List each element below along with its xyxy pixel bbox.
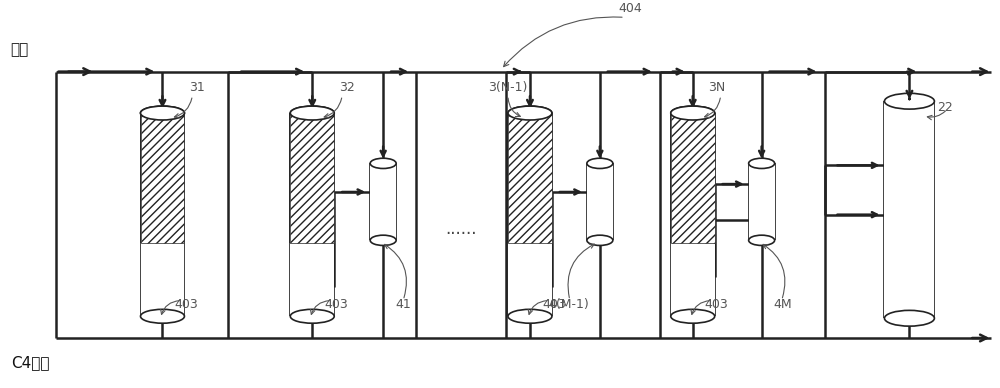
Text: 41: 41 — [395, 298, 411, 312]
Text: ......: ...... — [445, 220, 477, 238]
Ellipse shape — [141, 309, 184, 323]
Text: 3(N-1): 3(N-1) — [488, 81, 527, 94]
Text: 403: 403 — [324, 298, 348, 312]
Ellipse shape — [290, 309, 334, 323]
Text: 32: 32 — [339, 81, 355, 94]
Text: 403: 403 — [705, 298, 728, 312]
Ellipse shape — [508, 106, 552, 120]
Text: 404: 404 — [618, 2, 642, 16]
Ellipse shape — [587, 235, 613, 246]
Bar — [587, 163, 613, 240]
Bar — [140, 113, 184, 243]
Bar — [749, 163, 775, 240]
Ellipse shape — [671, 106, 715, 120]
Text: C4馏分: C4馏分 — [11, 355, 49, 370]
Ellipse shape — [671, 106, 715, 120]
Ellipse shape — [671, 309, 715, 323]
Ellipse shape — [587, 158, 613, 168]
Ellipse shape — [141, 106, 184, 120]
Ellipse shape — [749, 235, 775, 246]
Bar — [290, 113, 334, 316]
Ellipse shape — [508, 106, 552, 120]
Text: 3N: 3N — [708, 81, 725, 94]
Text: 31: 31 — [189, 81, 205, 94]
Text: 403: 403 — [542, 298, 566, 312]
Ellipse shape — [370, 235, 396, 246]
Bar — [140, 113, 184, 316]
Text: 4(M-1): 4(M-1) — [548, 298, 589, 312]
Bar — [370, 163, 396, 240]
Ellipse shape — [749, 158, 775, 168]
Ellipse shape — [290, 106, 334, 120]
Ellipse shape — [290, 106, 334, 120]
Text: 乙酸: 乙酸 — [11, 42, 29, 57]
Ellipse shape — [370, 158, 396, 168]
Ellipse shape — [141, 106, 184, 120]
Text: 403: 403 — [174, 298, 198, 312]
Bar — [884, 101, 934, 318]
Ellipse shape — [884, 310, 934, 326]
Bar — [671, 113, 715, 316]
Bar — [671, 113, 715, 243]
Bar — [508, 113, 552, 316]
Text: 4M: 4M — [774, 298, 792, 312]
Bar — [290, 113, 334, 243]
Text: 22: 22 — [937, 101, 953, 114]
Bar — [508, 113, 552, 243]
Ellipse shape — [508, 309, 552, 323]
Ellipse shape — [884, 94, 934, 109]
